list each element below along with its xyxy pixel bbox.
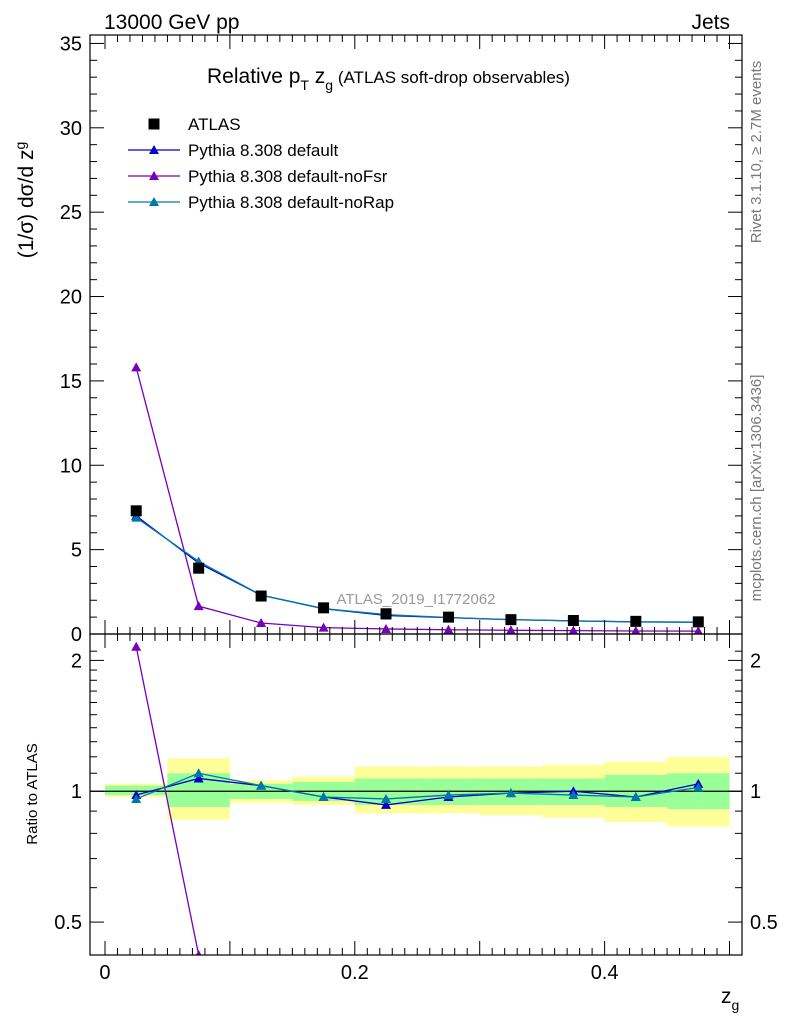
y-label-main-group: (1/σ) dσ/d zg [12, 142, 38, 259]
main-marker-2-6 [506, 625, 516, 634]
main-ytick-label: 10 [60, 455, 82, 477]
atlas-point-5 [442, 611, 454, 623]
ratio-ytick-label-right: 2 [750, 650, 761, 672]
mcplots-label: mcplots.cern.ch [arXiv:1306.3436] [748, 375, 765, 602]
ratio-marker-0-1 [193, 773, 204, 783]
atlas-point-0 [130, 505, 142, 517]
legend-marker-0 [148, 118, 160, 130]
ratio-marker-2-5 [443, 790, 454, 800]
ratio-marker-1-0 [131, 641, 142, 651]
legend-label-3: Pythia 8.308 default-noRap [188, 193, 394, 212]
legend-marker-3 [149, 197, 159, 206]
legend-marker-1 [149, 145, 159, 154]
axes: 0 5 10 15 20 25 30 35 0 0.2 0.4 0.5 0.5 1 1 2 2 [54, 33, 778, 984]
main-ytick-label: 20 [60, 287, 82, 309]
header-left: 13000 GeV pp [104, 11, 239, 34]
ratio-marker-2-4 [381, 793, 392, 803]
ratio-marker-1-2 [256, 1020, 266, 1024]
ratio-ytick-label-right: 1 [750, 781, 761, 803]
x-label: zg [721, 985, 739, 1013]
legend-marker-2 [149, 171, 159, 180]
ratio-ytick-label-right: 0.5 [750, 912, 778, 934]
atlas-point-3 [318, 602, 330, 614]
ratio-marker-0-4 [381, 799, 392, 809]
main-series-3 [131, 512, 704, 627]
main-marker-2-0 [131, 362, 142, 372]
rivet-label: Rivet 3.1.10, ≥ 2.7M events [748, 61, 765, 244]
ratio-marker-2-1 [193, 768, 204, 778]
main-marker-2-3 [318, 622, 329, 632]
ratio-series-1 [131, 641, 266, 1024]
ratio-line-0 [136, 777, 699, 806]
main-series-0 [130, 505, 704, 628]
header-right: Jets [691, 11, 730, 34]
main-marker-2-7 [568, 625, 579, 634]
legend-label-0: ATLAS [188, 115, 241, 134]
main-ytick-label: 5 [71, 540, 82, 562]
main-marker-2-1 [193, 601, 204, 611]
ratio-marker-2-0 [131, 793, 142, 803]
ratio-marker-2-3 [318, 791, 329, 801]
ratio-marker-2-8 [630, 791, 641, 801]
ratio-ytick-label-left: 0.5 [54, 912, 82, 934]
atlas-point-6 [505, 614, 517, 626]
main-series-1 [131, 510, 704, 627]
ratio-frame [89, 633, 743, 956]
xtick-label: 0.4 [591, 962, 619, 984]
ratio-marker-2-7 [568, 790, 579, 800]
atlas-point-7 [567, 615, 579, 627]
main-ytick-label: 15 [60, 371, 82, 393]
ratio-marker-2-2 [256, 780, 267, 790]
legend: ATLAS Pythia 8.308 default Pythia 8.308 de… [128, 115, 394, 212]
main-marker-2-2 [256, 618, 267, 628]
ratio-ytick-label-left: 1 [71, 781, 82, 803]
main-marker-3-0 [131, 512, 142, 522]
ratio-marker-2-9 [693, 782, 704, 792]
ratio-ytick-label-left: 2 [71, 650, 82, 672]
main-title: Relative pT zg (ATLAS soft-drop observab… [207, 65, 570, 93]
main-marker-2-8 [631, 625, 641, 634]
y-label-main: (1/σ) dσ/d zg [12, 142, 38, 259]
atlas-point-1 [193, 562, 205, 574]
main-marker-2-4 [381, 623, 392, 633]
y-label-ratio: Ratio to ATLAS [24, 743, 41, 844]
main-marker-2-9 [693, 626, 703, 634]
atlas-point-8 [630, 615, 642, 627]
ratio-marker-1-1 [195, 950, 202, 955]
legend-label-2: Pythia 8.308 default-noFsr [188, 167, 388, 186]
main-ytick-label: 0 [71, 624, 82, 646]
xtick-label: 0 [99, 962, 110, 984]
xtick-label: 0.2 [341, 962, 369, 984]
main-ytick-label: 30 [60, 118, 82, 140]
atlas-point-4 [380, 608, 392, 620]
ratio-series-2 [131, 768, 704, 803]
main-marker-2-5 [443, 624, 454, 634]
atlas-point-9 [692, 616, 704, 628]
ratio-line-2 [135, 772, 699, 800]
ratio-plot [131, 641, 704, 1024]
analysis-watermark: ATLAS_2019_I1772062 [336, 591, 495, 608]
atlas-point-2 [255, 590, 267, 602]
legend-label-1: Pythia 8.308 default [188, 141, 339, 160]
ratio-marker-2-6 [505, 788, 516, 798]
main-ytick-label: 25 [60, 202, 82, 224]
main-ytick-label: 35 [60, 33, 82, 55]
